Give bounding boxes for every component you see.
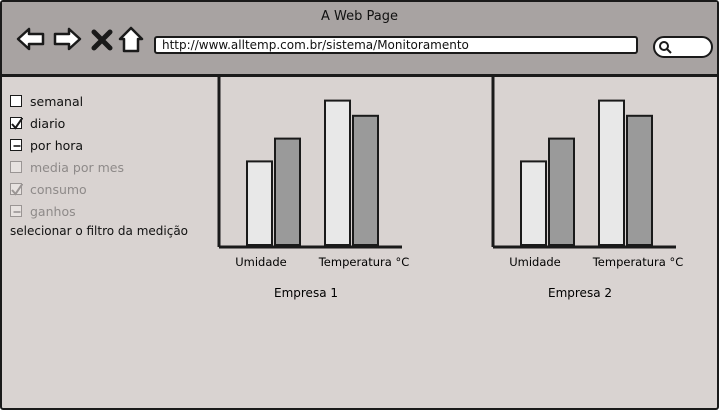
filter-option-consumo[interactable]: consumo (10, 178, 215, 200)
back-arrow-icon[interactable] (16, 24, 46, 54)
bar-umidade-2 (274, 137, 301, 246)
browser-toolbar: A Web Page http://www.alltemp.com.br/sis… (2, 2, 717, 77)
window-title: A Web Page (321, 9, 398, 24)
filter-option-label: ganhos (30, 203, 76, 219)
category-label: Temperatura °C (592, 255, 684, 269)
checkbox[interactable] (10, 139, 22, 151)
category-label: Temperatura °C (318, 255, 410, 269)
filter-option-label: por hora (30, 137, 84, 153)
chart-title: Empresa 1 (274, 286, 338, 300)
filter-option-por-hora[interactable]: por hora (10, 134, 215, 156)
filter-option-label: media por mes (30, 159, 124, 175)
bar-umidade-1 (520, 160, 547, 246)
search-icon (659, 41, 672, 54)
chart-title: Empresa 2 (548, 286, 612, 300)
checkmark-icon (11, 184, 23, 196)
filter-hint: selecionar o filtro da medição (10, 224, 189, 238)
bar-umidade-2 (548, 137, 575, 246)
filter-option-media-por-mes[interactable]: media por mes (10, 156, 215, 178)
checkbox[interactable] (10, 205, 22, 217)
bar-chart: Umidade Temperatura °C Empresa 2 (491, 77, 684, 300)
home-icon[interactable] (118, 24, 144, 54)
bar-temperatura-2 (626, 114, 653, 246)
filter-option-ganhos[interactable]: ganhos (10, 200, 215, 222)
filter-panel: semanal diario por hora media por mes consum… (10, 90, 215, 238)
dash-icon (13, 211, 21, 213)
address-bar[interactable]: http://www.alltemp.com.br/sistema/Monito… (154, 36, 638, 54)
chart-empresa-2: Umidade Temperatura °C Empresa 2 (490, 77, 710, 307)
category-label: Umidade (235, 255, 287, 269)
bar-temperatura-1 (598, 99, 625, 246)
filter-option-semanal[interactable]: semanal (10, 90, 215, 112)
bar-chart: Umidade Temperatura °C Empresa 1 (217, 77, 410, 300)
bar-temperatura-1 (324, 99, 351, 246)
checkbox[interactable] (10, 95, 22, 107)
chart-empresa-1: Umidade Temperatura °C Empresa 1 (216, 77, 436, 307)
close-icon[interactable] (90, 24, 114, 54)
category-label: Umidade (509, 255, 561, 269)
checkbox[interactable] (10, 183, 23, 196)
forward-arrow-icon[interactable] (52, 24, 82, 54)
checkmark-icon (11, 118, 23, 130)
filter-option-diario[interactable]: diario (10, 112, 215, 134)
checkbox[interactable] (10, 161, 22, 173)
filter-option-label: consumo (30, 181, 87, 197)
bar-temperatura-2 (352, 114, 379, 246)
filter-option-label: semanal (30, 93, 84, 109)
checkbox[interactable] (10, 117, 23, 130)
filter-option-label: diario (30, 115, 66, 131)
search-field[interactable] (653, 36, 713, 58)
bar-umidade-1 (246, 160, 273, 246)
dash-icon (13, 145, 21, 147)
